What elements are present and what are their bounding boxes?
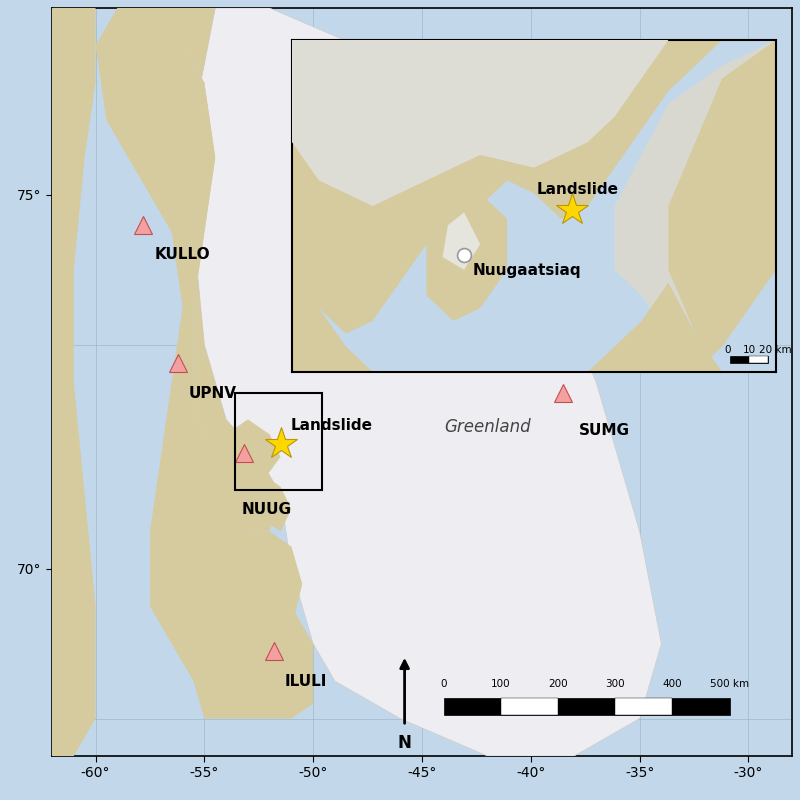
Polygon shape — [292, 40, 722, 334]
Bar — [615, 698, 673, 715]
Text: UPNV: UPNV — [189, 386, 237, 401]
Text: 20 km: 20 km — [759, 345, 792, 354]
Text: N: N — [398, 734, 411, 751]
Polygon shape — [215, 532, 302, 644]
Text: Greenland: Greenland — [444, 418, 530, 436]
Polygon shape — [292, 40, 373, 372]
Text: ILULI: ILULI — [285, 674, 327, 689]
Text: 0: 0 — [441, 679, 447, 690]
Text: 0: 0 — [724, 345, 731, 354]
Polygon shape — [426, 194, 507, 321]
Text: NUUG: NUUG — [242, 502, 291, 517]
Text: 100: 100 — [491, 679, 510, 690]
Bar — [501, 698, 558, 715]
Bar — [235, 394, 322, 490]
Text: Summit Station
3238m: Summit Station 3238m — [536, 332, 590, 345]
Text: 10: 10 — [742, 345, 755, 354]
Polygon shape — [150, 8, 281, 532]
Polygon shape — [52, 8, 95, 756]
Polygon shape — [669, 40, 776, 372]
Polygon shape — [95, 8, 313, 718]
Text: KULLO: KULLO — [154, 247, 210, 262]
Polygon shape — [614, 40, 776, 334]
Polygon shape — [292, 40, 669, 206]
Text: 200: 200 — [548, 679, 568, 690]
Polygon shape — [588, 282, 722, 372]
Text: 300: 300 — [606, 679, 625, 690]
Text: 500 km: 500 km — [710, 679, 749, 690]
Polygon shape — [258, 479, 291, 532]
Text: Nuugaatsiaq: Nuugaatsiaq — [472, 263, 581, 278]
Text: Landslide: Landslide — [290, 418, 372, 433]
Text: Landslide: Landslide — [537, 182, 618, 197]
Polygon shape — [442, 212, 480, 270]
Polygon shape — [194, 419, 281, 532]
Text: SUMG: SUMG — [578, 423, 630, 438]
Bar — [444, 698, 730, 715]
Bar — [749, 356, 768, 363]
Text: 400: 400 — [662, 679, 682, 690]
Polygon shape — [194, 8, 662, 756]
Bar — [730, 356, 768, 363]
